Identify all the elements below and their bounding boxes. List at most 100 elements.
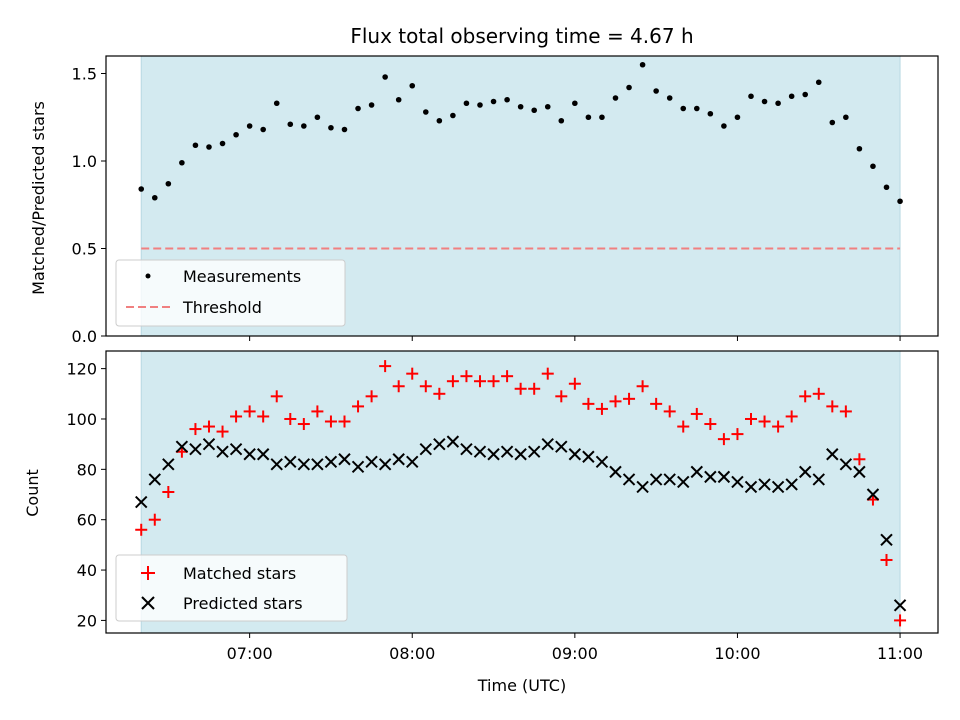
cross-b [256, 448, 270, 461]
cross-b [555, 440, 568, 453]
matched-star-point [541, 367, 554, 380]
measurement-point [558, 117, 565, 124]
cross-b [690, 465, 704, 479]
cross-b [514, 448, 527, 461]
legend-measurements-label: Measurements [183, 267, 301, 286]
predicted-star-point [392, 453, 405, 466]
measurement-point [599, 114, 605, 121]
bot-y-tick-label: 100 [66, 410, 97, 429]
cross-b [229, 442, 243, 456]
measurement-point [301, 123, 307, 129]
measurement-point [843, 114, 849, 121]
top-panel: 0.0 0.5 1.0 1.5 Matched/Predicted stars Mea… [29, 55, 939, 346]
matched-star-point [650, 397, 663, 410]
measurement-point [206, 144, 212, 150]
legend-predicted-marker [141, 596, 155, 610]
matched-star-point [433, 387, 446, 400]
matched-star-point [406, 367, 419, 380]
matched-star-point [528, 382, 541, 395]
cross-b [243, 448, 256, 461]
measurement-point [734, 114, 741, 121]
predicted-star-point [487, 448, 500, 461]
predicted-star-point [216, 445, 229, 458]
predicted-star-point [162, 458, 175, 471]
cross-b [595, 455, 609, 468]
matched-star-point [839, 405, 852, 418]
matched-star-point [338, 415, 351, 428]
measurement-point [883, 184, 890, 191]
cross-b [663, 473, 676, 486]
measurement-point [382, 74, 388, 80]
cross-b [500, 445, 514, 458]
bottom-panel: 20 40 60 80 100 120 07:00 08:00 09:00 10:00 11:00… [23, 350, 939, 695]
predicted-star-point [175, 440, 189, 453]
measurement-point [572, 100, 578, 107]
predicted-star-point [758, 478, 771, 491]
cross-b [649, 473, 663, 486]
cross-b [758, 478, 771, 491]
matched-star-point [636, 380, 649, 393]
predicted-star-point [297, 458, 311, 471]
measurement-point [653, 88, 659, 94]
matched-star-point [216, 425, 229, 438]
measurement-point [870, 163, 876, 170]
legend-matched-label: Matched stars [183, 564, 296, 583]
measurement-point [748, 93, 754, 100]
measurement-point [355, 105, 361, 112]
measurement-point [341, 126, 348, 133]
measurement-point [463, 100, 470, 107]
matched-star-point [230, 410, 243, 423]
legend-predicted-label: Predicted stars [183, 594, 303, 613]
matched-star-point [677, 420, 690, 433]
predicted-star-point [582, 450, 595, 463]
predicted-star-point [460, 442, 473, 456]
predicted-star-point [514, 448, 527, 461]
measurement-point [897, 198, 903, 205]
legend-matched-marker [141, 566, 155, 580]
matched-star-point [745, 412, 758, 425]
bot-y-tick-label: 40 [77, 561, 97, 580]
top-y-tick-label: 0.0 [72, 327, 97, 346]
bot-y-tick-label: 120 [66, 360, 97, 379]
measurement-point [246, 123, 253, 129]
cross-b [162, 458, 175, 471]
predicted-star-point [744, 480, 758, 494]
predicted-stars-series [135, 435, 907, 612]
bottom-y-axis-label: Count [23, 469, 42, 517]
cross-b [785, 478, 798, 491]
cross-b [311, 458, 324, 471]
predicted-star-point [135, 495, 148, 509]
matched-star-point [568, 377, 581, 390]
measurement-point [287, 121, 294, 128]
cross-b [378, 458, 392, 471]
top-y-axis: 0.0 0.5 1.0 1.5 [72, 65, 106, 346]
measurement-point [314, 114, 321, 121]
predicted-star-point [311, 458, 324, 471]
bot-x-tick-label: 09:00 [552, 644, 598, 663]
matched-star-point [812, 387, 825, 400]
measurement-point [395, 96, 402, 103]
cross-b [148, 473, 161, 486]
cross-b [704, 470, 717, 484]
predicted-star-point [839, 458, 853, 471]
measurement-point [639, 61, 646, 68]
cross-b [365, 455, 378, 468]
measurement-point [192, 142, 199, 149]
matched-star-point [758, 415, 771, 428]
predicted-star-point [649, 473, 663, 486]
measurement-point [694, 105, 700, 112]
predicted-star-point [826, 448, 839, 461]
predicted-star-point [880, 533, 893, 547]
top-y-axis-label: Matched/Predicted stars [29, 101, 48, 295]
measurement-point [829, 119, 836, 126]
predicted-star-point [663, 473, 676, 486]
measurement-point [273, 100, 280, 107]
measurement-point [436, 117, 443, 124]
cross-b [338, 453, 351, 466]
matched-star-point [772, 420, 785, 433]
measurement-point [450, 112, 456, 119]
bot-y-tick-label: 20 [77, 611, 97, 630]
matched-star-point [189, 423, 202, 436]
measurement-point [626, 84, 632, 91]
measurement-point [666, 95, 673, 101]
